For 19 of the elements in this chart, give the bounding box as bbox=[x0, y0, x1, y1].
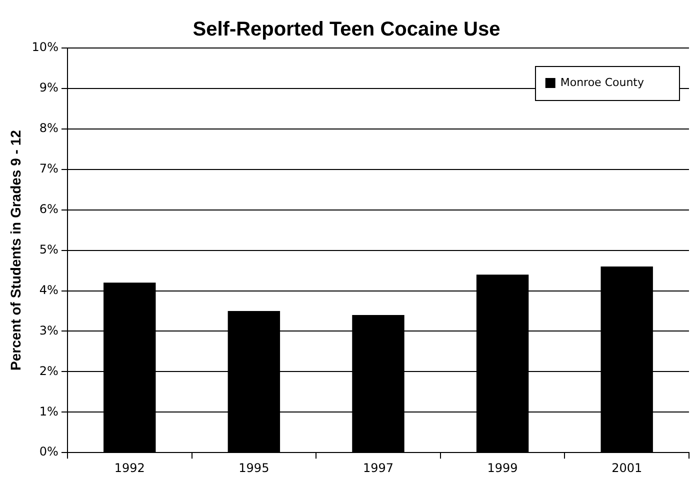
y-tick-label: 8% bbox=[39, 121, 58, 136]
y-tick-label: 4% bbox=[39, 282, 58, 297]
x-tick-label: 1999 bbox=[487, 460, 518, 475]
legend-label: Monroe County bbox=[560, 76, 644, 89]
x-tick-label: 2001 bbox=[612, 460, 642, 475]
y-tick-label: 2% bbox=[39, 364, 58, 378]
y-tick-label: 9% bbox=[39, 80, 58, 95]
y-axis-title: Percent of Students in Grades 9 - 12 bbox=[7, 130, 24, 371]
y-tick-label: 7% bbox=[39, 162, 58, 176]
chart-title: Self-Reported Teen Cocaine Use bbox=[192, 18, 500, 41]
y-tick-label: 1% bbox=[39, 404, 58, 418]
y-tick-label: 0% bbox=[39, 444, 58, 459]
y-tick-label: 3% bbox=[39, 323, 58, 338]
y-tick-label: 10% bbox=[32, 40, 58, 54]
x-tick-label: 1997 bbox=[362, 460, 394, 475]
y-tick-label: 5% bbox=[39, 242, 58, 256]
y-tick-label: 6% bbox=[39, 202, 58, 216]
x-tick-label: 1992 bbox=[114, 460, 145, 475]
x-tick-label: 1995 bbox=[238, 460, 270, 475]
